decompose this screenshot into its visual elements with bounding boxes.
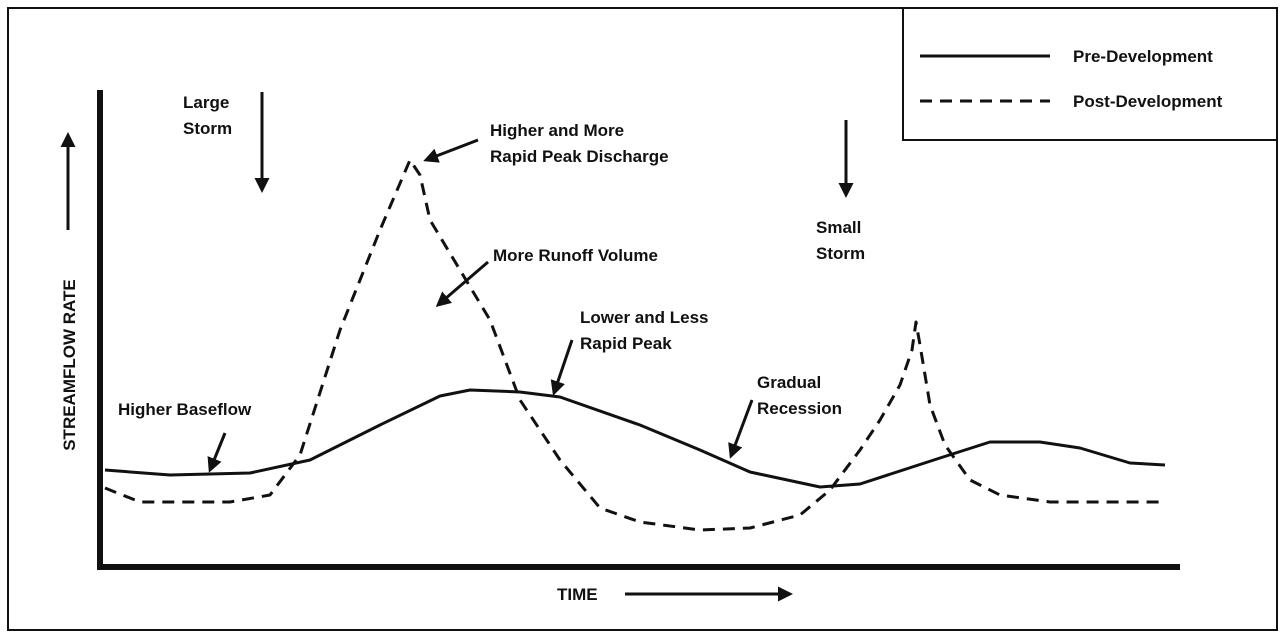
pre-development-curve <box>104 388 1166 489</box>
annotation: Lower and Less <box>580 308 708 327</box>
annotation: More Runoff Volume <box>493 246 658 265</box>
annotation: Gradual <box>757 373 821 392</box>
arrow <box>728 399 754 459</box>
legend-box <box>902 7 1278 141</box>
annotation: Storm <box>183 119 232 138</box>
annotation: Large <box>183 93 229 112</box>
annotation: Recession <box>757 399 842 418</box>
frame <box>7 7 1278 631</box>
annotation: Storm <box>816 244 865 263</box>
annotation: Rapid Peak <box>580 334 672 353</box>
y-axis-label: STREAMFLOW RATE <box>60 279 79 451</box>
arrow <box>207 432 227 473</box>
annotation: Rapid Peak Discharge <box>490 147 669 166</box>
legend-label: Post-Development <box>1073 92 1223 111</box>
x-axis-label: TIME <box>557 585 598 604</box>
arrow <box>423 138 479 163</box>
arrow <box>550 339 574 396</box>
legend-label: Pre-Development <box>1073 47 1213 66</box>
arrow <box>435 260 489 307</box>
annotation: Small <box>816 218 861 237</box>
post-development-curve <box>104 158 1165 532</box>
annotation: Higher and More <box>490 121 624 140</box>
annotation: Higher Baseflow <box>118 400 252 419</box>
